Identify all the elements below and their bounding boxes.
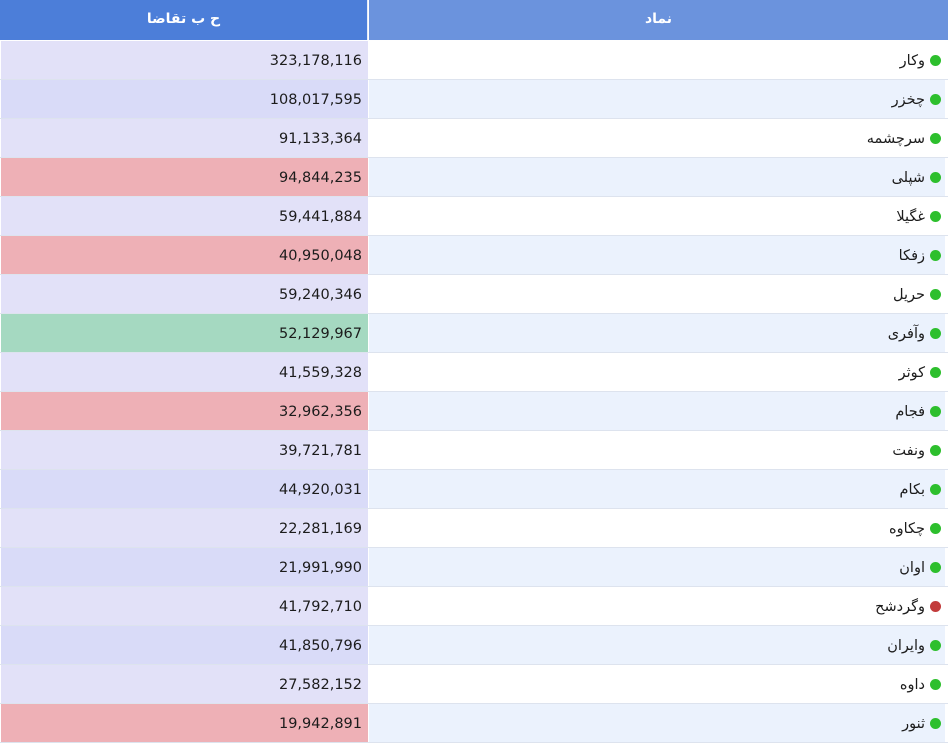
symbol-label: غگیلا [896,209,925,225]
table-row[interactable]: 40,950,048 زفکا [0,236,948,275]
demand-cell: 41,559,328 [1,353,368,391]
table-row[interactable]: 91,133,364 سرچشمه [0,119,948,158]
table-row[interactable]: 323,178,116 وکار [0,41,948,80]
demand-cell: 91,133,364 [1,119,368,157]
demand-cell: 21,991,990 [1,548,368,586]
table-row[interactable]: 59,441,884 غگیلا [0,197,948,236]
status-dot-icon [930,93,941,105]
status-dot-icon [930,561,941,573]
table-row[interactable]: 41,559,328 کوثر [0,353,948,392]
symbol-cell[interactable]: وکار [369,41,945,79]
table-row[interactable]: 59,240,346 حریل [0,275,948,314]
symbol-cell[interactable]: شپلی [369,158,945,196]
table-row[interactable]: 39,721,781 ونفت [0,431,948,470]
symbol-cell[interactable]: وگردشح [369,587,945,625]
column-header-symbol[interactable]: نماد [369,0,948,40]
status-dot-icon [930,54,941,66]
demand-cell: 27,582,152 [1,665,368,703]
symbol-cell[interactable]: چکاوه [369,509,945,547]
table-row[interactable]: 19,942,891 ثنور [0,704,948,743]
symbol-cell[interactable]: اوان [369,548,945,586]
demand-cell: 41,850,796 [1,626,368,664]
table-row[interactable]: 94,844,235 شپلی [0,158,948,197]
symbol-cell[interactable]: بکام [369,470,945,508]
symbol-cell[interactable]: وآفری [369,314,945,352]
symbol-label: کوثر [898,365,925,381]
symbol-label: داوه [899,677,925,693]
demand-cell: 108,017,595 [1,80,368,118]
symbol-cell[interactable]: فجام [369,392,945,430]
demand-cell: 59,441,884 [1,197,368,235]
table-row[interactable]: 44,920,031 بکام [0,470,948,509]
demand-cell: 59,240,346 [1,275,368,313]
table-row[interactable]: 21,991,990 اوان [0,548,948,587]
status-dot-icon [930,366,941,378]
table-row[interactable]: 41,850,796 وایران [0,626,948,665]
demand-cell: 41,792,710 [1,587,368,625]
symbol-label: زفکا [898,248,925,264]
status-dot-icon [930,132,941,144]
status-dot-icon [930,717,941,729]
table-row[interactable]: 108,017,595 چخزر [0,80,948,119]
status-dot-icon [930,171,941,183]
demand-cell: 52,129,967 [1,314,368,352]
status-dot-icon [930,288,941,300]
demand-cell: 44,920,031 [1,470,368,508]
status-dot-icon [930,483,941,495]
symbol-cell[interactable]: وایران [369,626,945,664]
status-dot-icon [930,522,941,534]
symbol-label: بکام [899,482,925,498]
symbol-label: شپلی [891,170,925,186]
symbol-label: ثنور [902,716,925,732]
symbol-label: سرچشمه [866,131,925,147]
status-dot-icon [930,327,941,339]
symbol-cell[interactable]: ونفت [369,431,945,469]
symbol-cell[interactable]: زفکا [369,236,945,274]
table-row[interactable]: 27,582,152 داوه [0,665,948,704]
table-header: ح ب تقاضا نماد [0,0,948,40]
table-row[interactable]: 52,129,967 وآفری [0,314,948,353]
symbol-cell[interactable]: سرچشمه [369,119,945,157]
symbol-label: ونفت [892,443,925,459]
symbol-label: وایران [887,638,925,654]
symbol-label: اوان [899,560,925,576]
symbol-cell[interactable]: حریل [369,275,945,313]
table-row[interactable]: 32,962,356 فجام [0,392,948,431]
status-dot-icon [930,600,941,612]
demand-cell: 32,962,356 [1,392,368,430]
symbol-label: وآفری [887,326,925,342]
symbol-label: چخزر [891,92,925,108]
demand-cell: 19,942,891 [1,704,368,742]
symbol-cell[interactable]: داوه [369,665,945,703]
symbol-label: حریل [893,287,925,303]
demand-cell: 94,844,235 [1,158,368,196]
status-dot-icon [930,678,941,690]
status-dot-icon [930,210,941,222]
symbol-label: چکاوه [889,521,925,537]
demand-cell: 39,721,781 [1,431,368,469]
symbol-label: وکار [899,53,925,69]
symbol-cell[interactable]: کوثر [369,353,945,391]
symbol-cell[interactable]: چخزر [369,80,945,118]
table-row[interactable]: 22,281,169 چکاوه [0,509,948,548]
symbol-label: وگردشح [875,599,925,615]
symbol-cell[interactable]: غگیلا [369,197,945,235]
demand-cell: 22,281,169 [1,509,368,547]
table-body: 323,178,116 وکار 108,017,595 چخزر 91,133,364… [0,41,948,743]
demand-cell: 323,178,116 [1,41,368,79]
table-row[interactable]: 41,792,710 وگردشح [0,587,948,626]
symbol-label: فجام [895,404,925,420]
column-header-demand[interactable]: ح ب تقاضا [0,0,368,40]
symbol-cell[interactable]: ثنور [369,704,945,742]
demand-cell: 40,950,048 [1,236,368,274]
status-dot-icon [930,249,941,261]
status-dot-icon [930,639,941,651]
status-dot-icon [930,444,941,456]
status-dot-icon [930,405,941,417]
